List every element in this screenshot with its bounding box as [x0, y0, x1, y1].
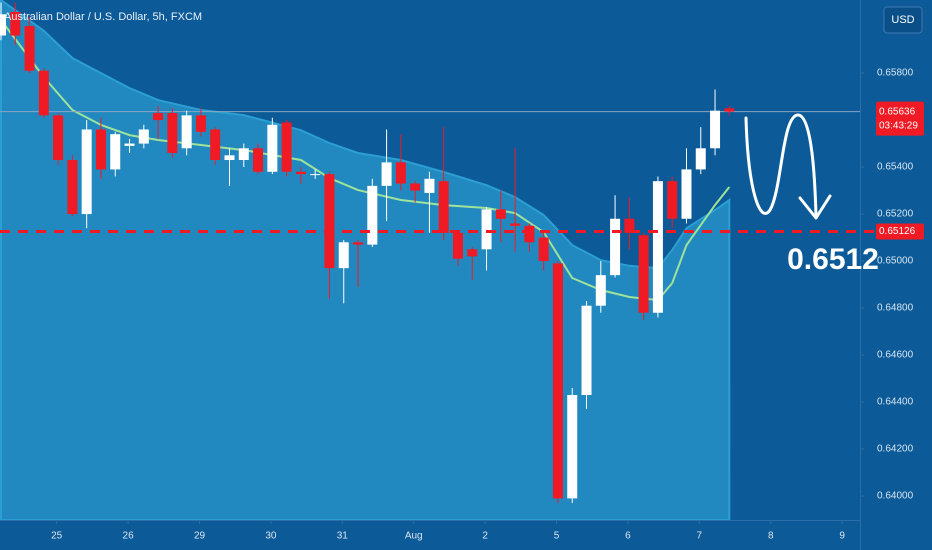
candle-body	[210, 129, 221, 161]
candle-body	[153, 113, 164, 121]
candle-body	[395, 162, 406, 184]
y-tick-label: 0.64400	[877, 397, 914, 408]
price-line-label: 0.65126	[879, 226, 916, 237]
y-tick-label: 0.65000	[877, 256, 914, 267]
x-tick-label: 30	[265, 531, 277, 542]
candle-body	[195, 115, 206, 132]
x-tick-label: 9	[839, 531, 845, 542]
drawn-arrow	[744, 113, 818, 218]
candle-body	[253, 148, 264, 172]
candle-body	[710, 110, 721, 149]
candle-body	[281, 122, 292, 172]
candle-body	[267, 124, 278, 172]
x-tick-label: 31	[337, 531, 349, 542]
candle-body	[67, 160, 78, 215]
countdown-label: 03:43:29	[879, 120, 918, 131]
candle-body	[353, 242, 364, 245]
candle-body	[581, 305, 592, 395]
candle-body	[410, 183, 421, 191]
candle-body	[424, 178, 435, 193]
candle-body	[724, 108, 735, 112]
candle-body	[110, 134, 121, 170]
candle-body	[610, 218, 621, 276]
candle-body	[138, 129, 149, 144]
chart-title: Australian Dollar / U.S. Dollar, 5h, FXC…	[4, 11, 202, 23]
candle-body	[567, 394, 578, 499]
y-tick-label: 0.64200	[877, 444, 914, 455]
candle-body	[624, 218, 635, 233]
candle-body	[24, 26, 35, 71]
candle-body	[595, 275, 606, 306]
candle-body	[638, 235, 649, 313]
candle-body	[367, 185, 378, 245]
candle-body	[310, 174, 321, 176]
x-tick-label: 25	[51, 531, 63, 542]
candle-body	[524, 225, 535, 243]
candle-body	[481, 209, 492, 250]
x-tick-label: 26	[123, 531, 135, 542]
y-tick-label: 0.64000	[877, 491, 914, 502]
last-price-box	[876, 101, 924, 136]
y-tick-label: 0.64600	[877, 350, 914, 361]
candle-body	[10, 11, 21, 36]
candle-body	[438, 181, 449, 233]
x-tick-label: 7	[697, 531, 703, 542]
candle-body	[381, 162, 392, 186]
candle-body	[295, 171, 306, 175]
candle-body	[695, 148, 706, 170]
price-line-box	[876, 223, 924, 240]
x-tick-label: 8	[768, 531, 774, 542]
x-tick-label: Aug	[405, 531, 423, 542]
candle-body	[167, 113, 178, 153]
plot-area	[0, 0, 860, 520]
candle-body	[181, 115, 192, 149]
candle-body	[53, 115, 64, 161]
candle-body	[552, 263, 563, 499]
candle-body	[95, 129, 106, 170]
candle-body	[338, 242, 349, 269]
candle-body	[667, 181, 678, 219]
candle-body	[452, 232, 463, 259]
candle-body	[652, 181, 663, 313]
y-tick-label: 0.64800	[877, 303, 914, 314]
candle-body	[681, 169, 692, 219]
x-tick-label: 5	[554, 531, 560, 542]
annotation: 0.6512	[787, 243, 879, 276]
candle-body	[495, 209, 506, 219]
candle-body	[81, 129, 92, 215]
candle-body	[510, 223, 521, 226]
candle-body	[324, 174, 335, 269]
currency-button[interactable]	[883, 6, 923, 34]
candle-body	[38, 70, 49, 116]
candle-body	[467, 249, 478, 257]
last-price-label: 0.65636	[879, 106, 916, 117]
candle-body	[0, 14, 6, 36]
candle-body	[124, 143, 135, 146]
x-tick-label: 6	[625, 531, 631, 542]
candle-body	[224, 155, 235, 161]
candle-body	[538, 237, 549, 262]
y-tick-label: 0.65200	[877, 209, 914, 220]
arrow-head	[798, 194, 832, 220]
x-tick-label: 2	[482, 531, 488, 542]
y-tick-label: 0.65400	[877, 162, 914, 173]
candle-body	[238, 148, 249, 161]
x-tick-label: 29	[194, 531, 206, 542]
y-tick-label: 0.65800	[877, 68, 914, 79]
currency-button-label[interactable]: USD	[891, 14, 914, 26]
